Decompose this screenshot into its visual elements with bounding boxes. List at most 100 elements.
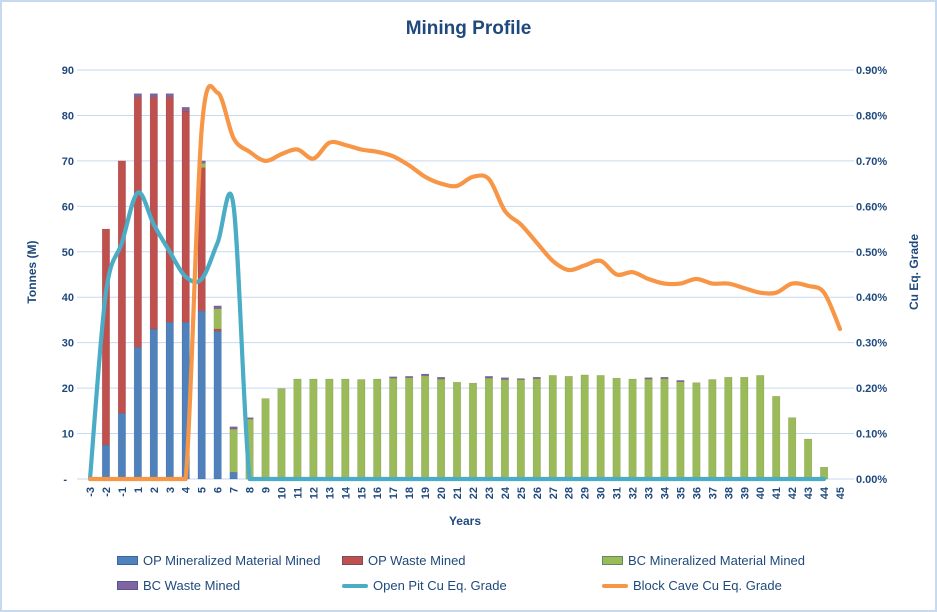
bar-segment bbox=[500, 379, 509, 480]
bar-segment bbox=[101, 444, 110, 480]
bar-segment bbox=[357, 379, 366, 480]
bar-segment bbox=[181, 110, 190, 323]
right-tick-label: 0.00% bbox=[856, 474, 887, 486]
bar-segment bbox=[165, 321, 174, 480]
x-tick-label: -2 bbox=[101, 487, 113, 497]
bar-segment bbox=[213, 308, 222, 330]
x-tick-label: 26 bbox=[532, 487, 544, 499]
bar-segment bbox=[468, 382, 477, 480]
bar-segment bbox=[453, 381, 462, 480]
bar-segment bbox=[740, 376, 749, 480]
bar-segment bbox=[421, 375, 430, 480]
left-tick-label: 10 bbox=[62, 429, 74, 441]
x-tick-label: 44 bbox=[819, 486, 831, 499]
bar-segment bbox=[580, 374, 589, 480]
bar-segment bbox=[772, 396, 781, 480]
x-tick-label: 1 bbox=[133, 487, 145, 493]
bar-segment bbox=[437, 376, 446, 380]
bar-segment bbox=[277, 388, 286, 480]
x-tick-label: 19 bbox=[420, 487, 432, 499]
x-tick-label: 4 bbox=[181, 486, 193, 493]
bar-segment bbox=[197, 310, 206, 480]
bar-segment bbox=[500, 377, 509, 380]
bar-segment bbox=[516, 378, 525, 380]
right-tick-label: 0.30% bbox=[856, 338, 887, 350]
x-tick-label: -3 bbox=[85, 487, 97, 497]
x-tick-label: 15 bbox=[356, 487, 368, 499]
x-tick-label: 37 bbox=[707, 487, 719, 499]
bar-segment bbox=[405, 377, 414, 480]
right-tick-label: 0.60% bbox=[856, 201, 887, 213]
bar-segment bbox=[341, 378, 350, 480]
right-tick-label: 0.50% bbox=[856, 247, 887, 259]
bar-segment bbox=[484, 376, 493, 379]
x-tick-label: 3 bbox=[165, 487, 177, 493]
x-tick-label: 21 bbox=[452, 487, 464, 499]
left-tick-label: 60 bbox=[62, 201, 74, 213]
x-tick-label: 18 bbox=[404, 487, 416, 499]
chart-title: Mining Profile bbox=[405, 18, 532, 39]
bar-segment bbox=[484, 377, 493, 480]
x-tick-label: 42 bbox=[787, 487, 799, 499]
bar-segment bbox=[532, 376, 541, 379]
gridlines bbox=[77, 69, 854, 480]
bar-segment bbox=[596, 375, 605, 480]
bar-segment bbox=[133, 346, 142, 480]
left-tick-label: 20 bbox=[62, 383, 74, 395]
left-tick-label: 70 bbox=[62, 156, 74, 168]
bar-segment bbox=[421, 373, 430, 377]
bar-segment bbox=[229, 426, 238, 430]
bar-segment bbox=[676, 380, 685, 382]
right-tick-label: 0.40% bbox=[856, 292, 887, 304]
bar-segment bbox=[213, 331, 222, 480]
right-tick-label: 0.20% bbox=[856, 383, 887, 395]
x-tick-label: 27 bbox=[548, 487, 560, 499]
bar-segment bbox=[293, 378, 302, 480]
right-tick-label: 0.70% bbox=[856, 156, 887, 168]
x-tick-label: 17 bbox=[388, 487, 400, 499]
x-tick-label: 43 bbox=[803, 487, 815, 499]
left-tick-label: 50 bbox=[62, 247, 74, 259]
x-tick-label: 5 bbox=[197, 487, 209, 493]
bar-segment bbox=[437, 378, 446, 480]
x-tick-label: 6 bbox=[213, 487, 225, 493]
x-tick-label: -1 bbox=[117, 487, 129, 497]
left-tick-label: 30 bbox=[62, 338, 74, 350]
bar-segment bbox=[149, 93, 158, 98]
x-tick-label: 10 bbox=[276, 487, 288, 499]
x-tick-label: 2 bbox=[149, 487, 161, 493]
x-tick-label: 22 bbox=[468, 487, 480, 499]
x-tick-label: 40 bbox=[755, 487, 767, 499]
bar-segment bbox=[516, 379, 525, 480]
bar-segment bbox=[133, 97, 142, 348]
x-tick-label: 32 bbox=[628, 487, 640, 499]
bar-segment bbox=[676, 381, 685, 480]
x-tick-label: 45 bbox=[835, 487, 847, 499]
bar-segment bbox=[405, 376, 414, 378]
bar-segment bbox=[532, 378, 541, 480]
bar-segment bbox=[660, 376, 669, 379]
x-tick-label: 23 bbox=[484, 487, 496, 499]
x-tick-label: 24 bbox=[500, 486, 512, 499]
orange-grade-line bbox=[87, 84, 843, 482]
bar-segment bbox=[804, 438, 813, 480]
bar-segment bbox=[660, 378, 669, 480]
bar-segment bbox=[373, 378, 382, 480]
x-tick-label: 29 bbox=[580, 487, 592, 499]
bar-segment bbox=[229, 428, 238, 473]
right-axis-title: Cu Eq. Grade bbox=[907, 234, 921, 311]
bar-segment bbox=[117, 412, 126, 480]
bar-segment bbox=[692, 382, 701, 480]
y-axis-tick-labels: 90 0.90% 80 0.80% 70 0.70% 60 0.60% 50 0.50% 40 0.4… bbox=[62, 65, 888, 486]
bar-segment bbox=[628, 378, 637, 480]
x-tick-label: 34 bbox=[659, 486, 671, 499]
bar-segment bbox=[564, 376, 573, 480]
bar-segment bbox=[389, 376, 398, 379]
x-tick-label: 38 bbox=[723, 487, 735, 499]
bar-segment bbox=[325, 378, 334, 480]
bar-segment bbox=[165, 93, 174, 98]
bar-segment bbox=[181, 107, 190, 112]
left-tick-label: 90 bbox=[62, 65, 74, 77]
